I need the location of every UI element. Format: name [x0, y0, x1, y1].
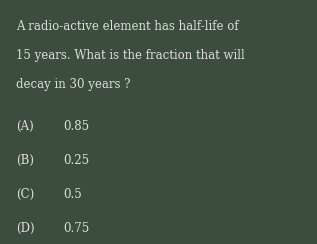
Text: (A): (A)	[16, 120, 34, 132]
Text: (B): (B)	[16, 154, 34, 167]
Text: 0.5: 0.5	[63, 188, 82, 201]
Text: A radio-active element has half-life of: A radio-active element has half-life of	[16, 20, 238, 32]
Text: decay in 30 years ?: decay in 30 years ?	[16, 78, 130, 91]
Text: 0.25: 0.25	[63, 154, 89, 167]
Text: (D): (D)	[16, 222, 35, 235]
Text: 15 years. What is the fraction that will: 15 years. What is the fraction that will	[16, 49, 245, 62]
Text: 0.75: 0.75	[63, 222, 90, 235]
Text: 0.85: 0.85	[63, 120, 89, 132]
Text: (C): (C)	[16, 188, 34, 201]
